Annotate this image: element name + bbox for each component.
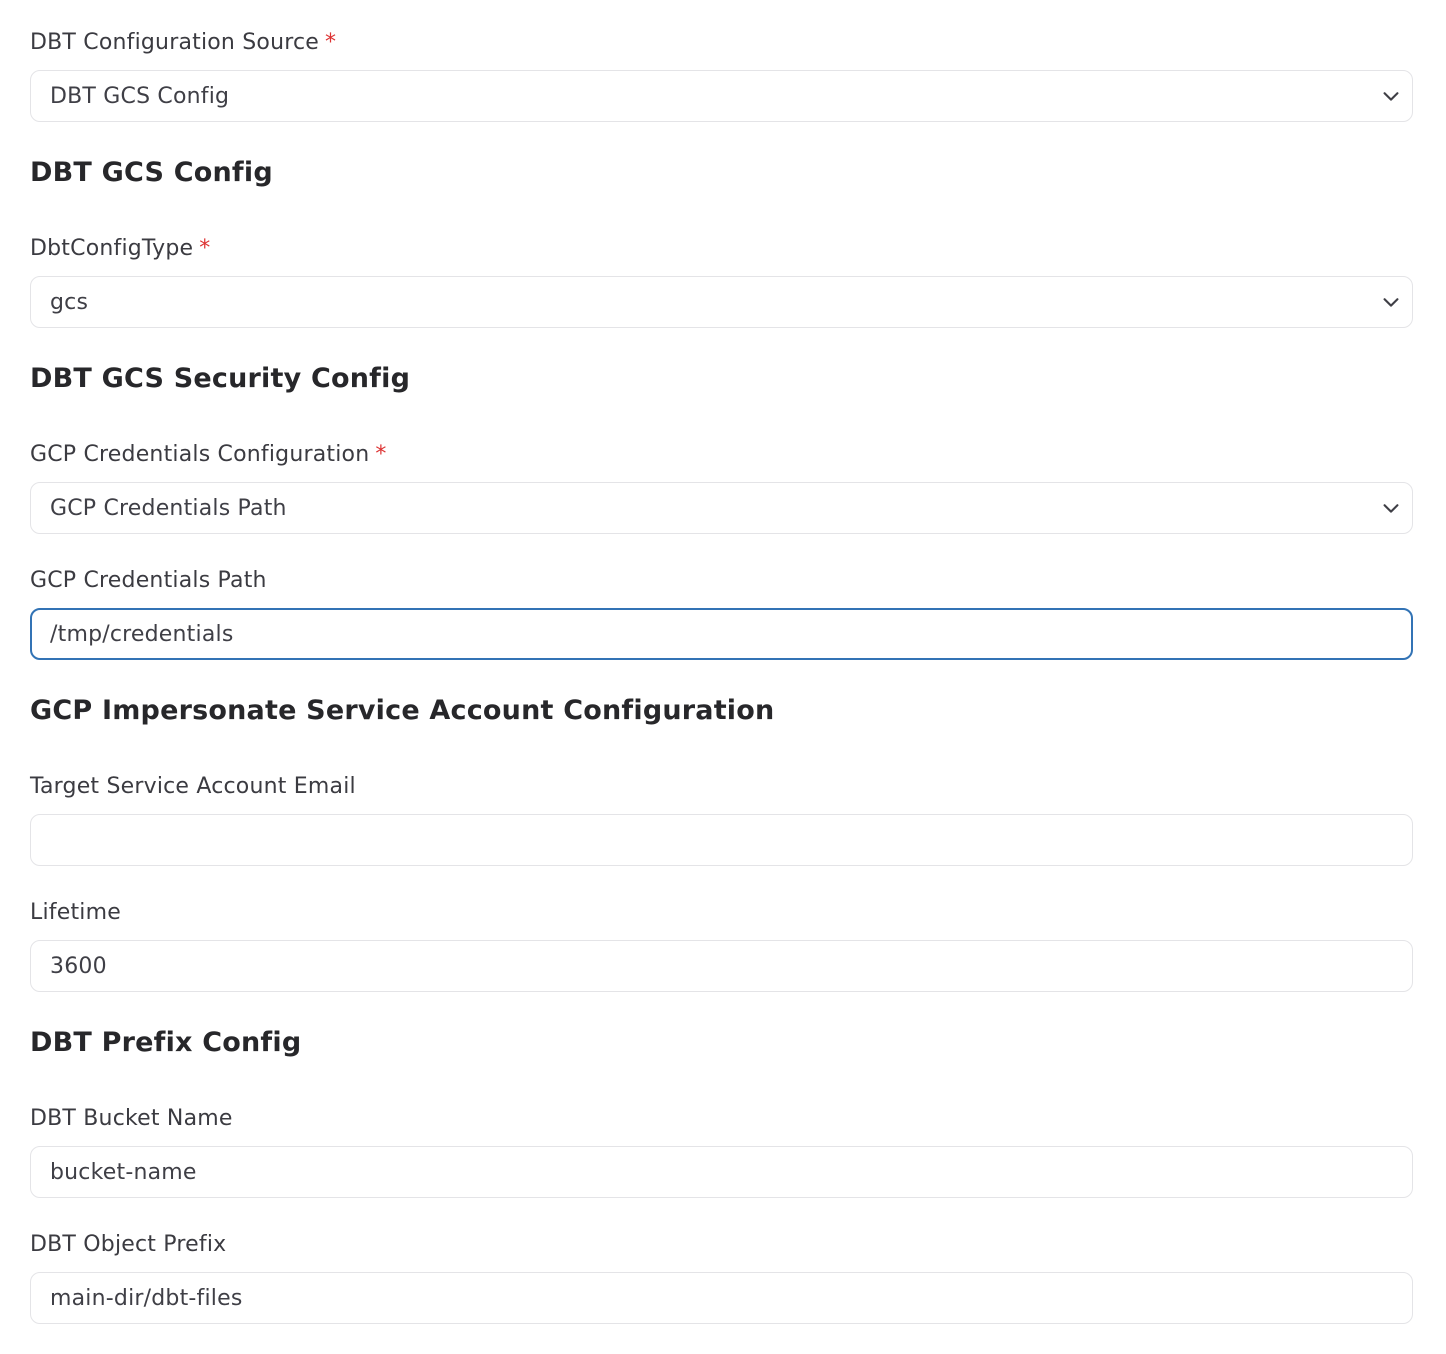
section-heading-dbt-gcs-config: DBT GCS Config bbox=[30, 157, 273, 188]
label-text: DBT Object Prefix bbox=[30, 1232, 227, 1257]
section-heading-dbt-gcs-security-config: DBT GCS Security Config bbox=[30, 363, 411, 394]
chevron-down-icon bbox=[1383, 92, 1399, 101]
lifetime-label: Lifetime bbox=[30, 900, 1413, 926]
field-lifetime: Lifetime bbox=[30, 900, 1413, 992]
required-asterisk: * bbox=[325, 30, 337, 55]
label-text: DbtConfigType bbox=[30, 236, 194, 261]
label-text: GCP Credentials Path bbox=[30, 568, 267, 593]
section-heading-dbt-prefix-config: DBT Prefix Config bbox=[30, 1027, 302, 1058]
select-value: DBT GCS Config bbox=[50, 83, 230, 109]
label-text: Target Service Account Email bbox=[30, 774, 356, 799]
label-text: DBT Bucket Name bbox=[30, 1106, 233, 1131]
dbt-config-type-select[interactable]: gcs bbox=[30, 276, 1413, 328]
field-dbt-bucket-name: DBT Bucket Name bbox=[30, 1106, 1413, 1198]
field-gcp-credentials-configuration: GCP Credentials Configuration * GCP Crede… bbox=[30, 442, 1413, 534]
lifetime-input[interactable] bbox=[30, 940, 1413, 992]
field-target-service-account-email: Target Service Account Email bbox=[30, 774, 1413, 866]
dbt-configuration-source-select[interactable]: DBT GCS Config bbox=[30, 70, 1413, 122]
dbt-bucket-name-label: DBT Bucket Name bbox=[30, 1106, 1413, 1132]
label-text: GCP Credentials Configuration bbox=[30, 442, 370, 467]
field-gcp-credentials-path: GCP Credentials Path bbox=[30, 568, 1413, 660]
chevron-down-icon bbox=[1383, 298, 1399, 307]
gcp-credentials-configuration-label: GCP Credentials Configuration * bbox=[30, 442, 1413, 468]
dbt-configuration-source-label: DBT Configuration Source * bbox=[30, 30, 1413, 56]
select-value: GCP Credentials Path bbox=[50, 495, 287, 521]
dbt-config-type-label: DbtConfigType * bbox=[30, 236, 1413, 262]
select-value: gcs bbox=[50, 289, 89, 315]
label-text: DBT Configuration Source bbox=[30, 30, 320, 55]
field-dbt-config-type: DbtConfigType * gcs bbox=[30, 236, 1413, 328]
gcp-credentials-path-label: GCP Credentials Path bbox=[30, 568, 1413, 594]
section-heading-gcp-impersonate-service-account: GCP Impersonate Service Account Configur… bbox=[30, 695, 775, 726]
field-dbt-configuration-source: DBT Configuration Source * DBT GCS Config bbox=[30, 30, 1413, 122]
target-service-account-email-input[interactable] bbox=[30, 814, 1413, 866]
required-asterisk: * bbox=[199, 236, 211, 261]
dbt-object-prefix-input[interactable] bbox=[30, 1272, 1413, 1324]
dbt-object-prefix-label: DBT Object Prefix bbox=[30, 1232, 1413, 1258]
gcp-credentials-path-input[interactable] bbox=[30, 608, 1413, 660]
label-text: Lifetime bbox=[30, 900, 121, 925]
required-asterisk: * bbox=[375, 442, 387, 467]
field-dbt-object-prefix: DBT Object Prefix bbox=[30, 1232, 1413, 1324]
dbt-bucket-name-input[interactable] bbox=[30, 1146, 1413, 1198]
chevron-down-icon bbox=[1383, 504, 1399, 513]
target-service-account-email-label: Target Service Account Email bbox=[30, 774, 1413, 800]
gcp-credentials-configuration-select[interactable]: GCP Credentials Path bbox=[30, 482, 1413, 534]
